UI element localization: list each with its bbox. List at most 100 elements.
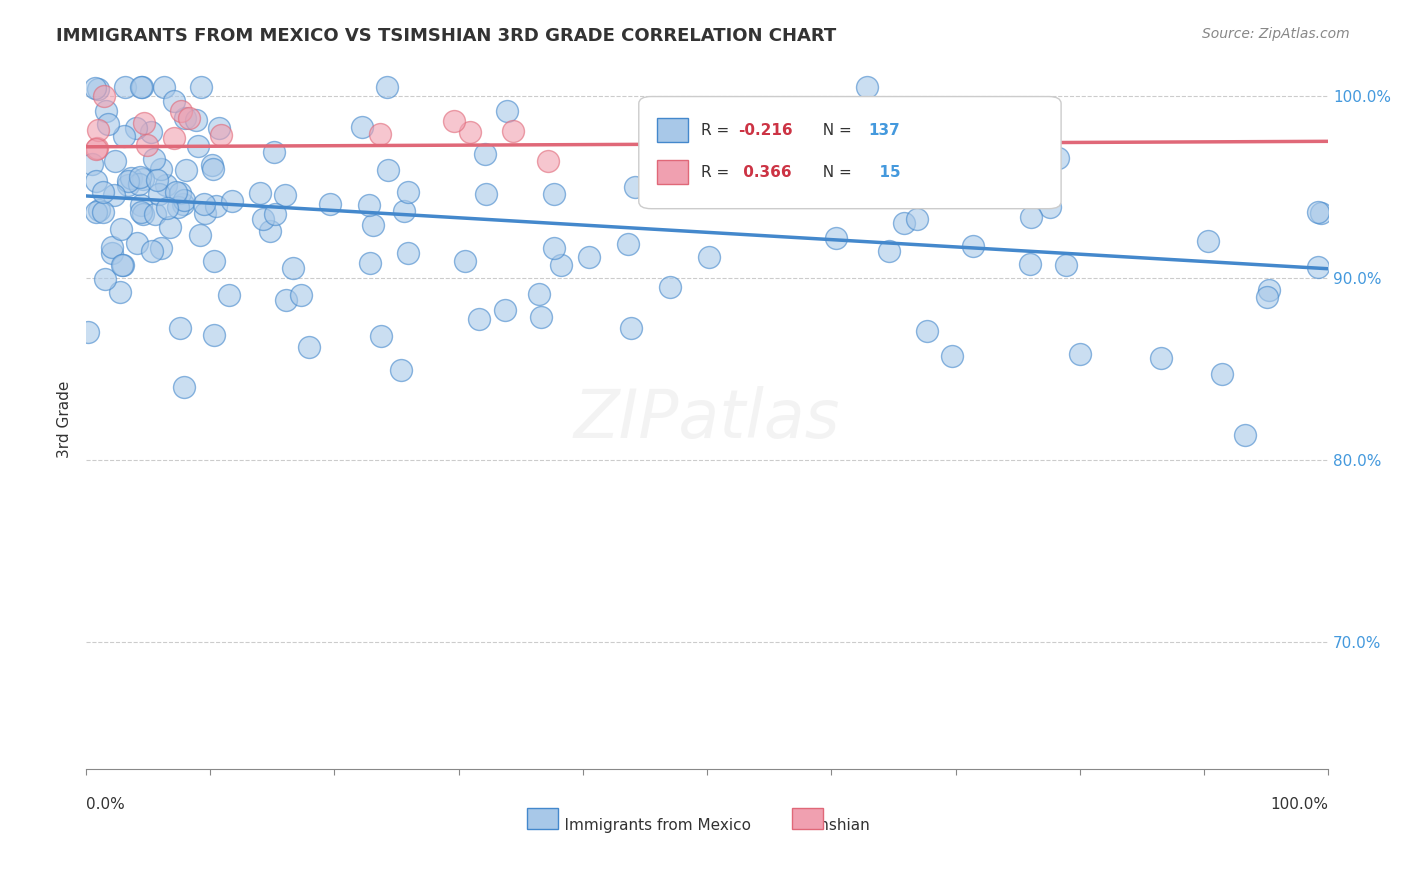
Point [184,113,207,128]
Point [190,79,212,94]
Point [142,152,165,166]
Point [132,116,155,130]
Point [218,288,240,302]
Point [112,128,135,143]
Point [125,235,148,250]
Point [396,246,419,260]
Point [87,123,110,137]
Point [91,185,114,199]
Point [543,186,565,201]
Point [281,261,304,276]
Point [693,181,716,195]
Point [474,146,496,161]
Point [167,200,190,214]
Point [129,204,152,219]
Point [155,178,177,192]
Point [132,207,155,221]
Point [1258,283,1281,297]
Point [76,325,98,339]
Point [146,173,169,187]
Point [350,120,373,134]
Point [496,104,519,119]
Bar [658,160,689,184]
Point [377,162,399,177]
Point [527,287,550,301]
Point [907,212,929,227]
Point [163,94,186,108]
Point [745,178,768,193]
Text: 0.366: 0.366 [738,165,792,180]
Point [537,154,560,169]
Point [297,340,319,354]
Point [117,178,139,193]
Point [170,104,193,119]
Point [112,258,135,272]
Point [141,125,163,139]
Point [623,179,645,194]
Point [87,81,110,95]
Point [359,256,381,270]
Point [398,185,420,199]
Point [128,178,150,192]
Point [141,244,163,258]
Text: R =: R = [702,165,734,180]
Bar [792,808,823,829]
Bar [658,118,689,142]
Point [361,219,384,233]
Point [1046,151,1069,165]
Point [87,203,110,218]
Text: R =: R = [702,123,734,137]
Point [1150,351,1173,366]
Point [188,227,211,242]
Point [1039,200,1062,214]
Point [893,216,915,230]
Point [443,114,465,128]
Point [108,285,131,299]
Point [93,88,115,103]
Point [177,111,200,125]
Point [187,139,209,153]
Bar [527,808,558,829]
Point [467,311,489,326]
Point [1211,367,1233,381]
Point [169,186,191,200]
Point [202,253,225,268]
Point [153,79,176,94]
Point [91,204,114,219]
Point [392,203,415,218]
Point [543,241,565,255]
Point [169,321,191,335]
Point [502,124,524,138]
Point [264,207,287,221]
Point [620,321,643,335]
Point [454,253,477,268]
Point [801,167,824,181]
Point [458,124,481,138]
Point [274,293,297,307]
Point [110,221,132,235]
Point [825,231,848,245]
Point [209,128,232,142]
Point [129,198,152,212]
Point [319,196,342,211]
Point [101,240,124,254]
Point [201,158,224,172]
Point [94,103,117,118]
Point [86,141,108,155]
Point [915,325,938,339]
Point [100,246,122,260]
Point [172,197,194,211]
Point [856,79,879,94]
Point [1054,258,1077,272]
Point [290,288,312,302]
Point [357,198,380,212]
FancyBboxPatch shape [638,96,1062,209]
Point [174,162,197,177]
Point [104,154,127,169]
Point [202,328,225,343]
Point [1256,290,1278,304]
Point [165,185,187,199]
Point [129,79,152,94]
Point [82,157,104,171]
Point [120,171,142,186]
